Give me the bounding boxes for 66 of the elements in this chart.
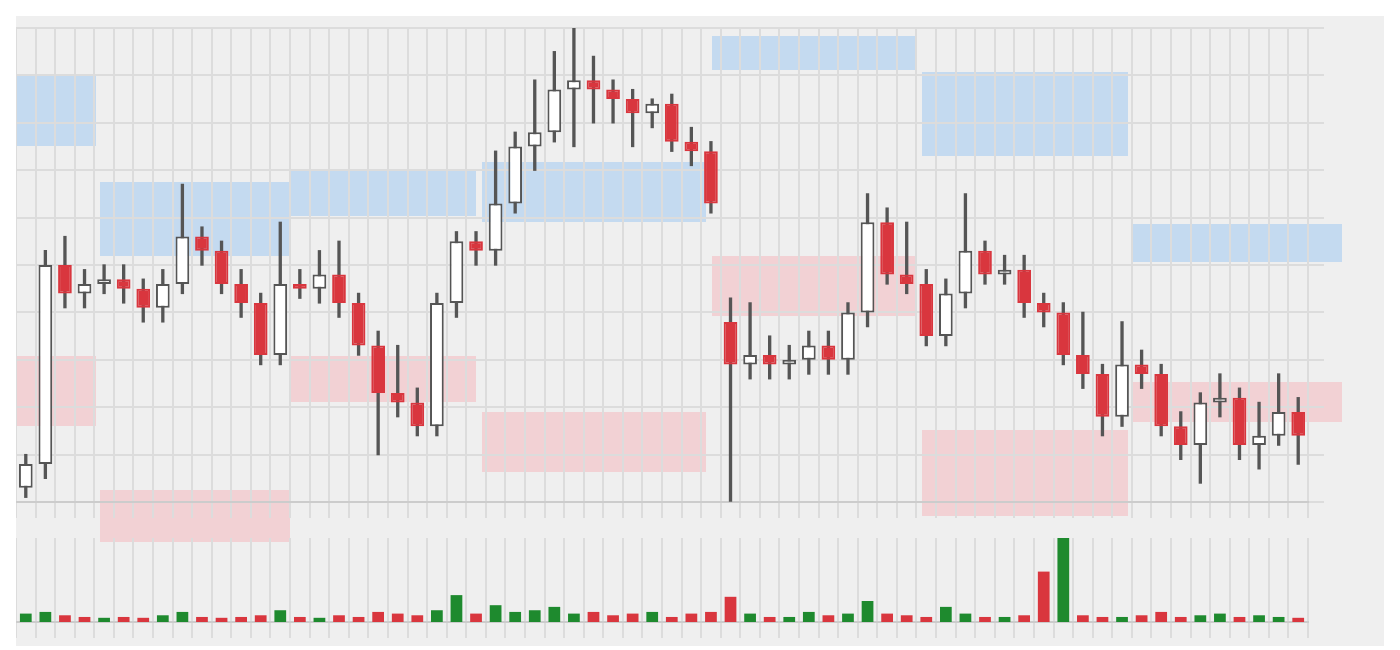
- bar: [548, 606, 561, 622]
- bar: [117, 616, 130, 622]
- bar: [646, 611, 659, 622]
- candlestick: [567, 28, 581, 148]
- bar: [920, 616, 933, 622]
- bar: [528, 610, 541, 622]
- bar: [176, 611, 189, 622]
- bar: [1018, 615, 1031, 622]
- bar: [333, 615, 345, 622]
- bar: [470, 613, 482, 622]
- bar: [685, 613, 698, 622]
- bar: [705, 611, 717, 622]
- candlestick: [97, 264, 111, 295]
- bar: [293, 616, 306, 622]
- bar: [1253, 615, 1265, 622]
- bar: [568, 613, 580, 622]
- candlestick: [293, 269, 307, 299]
- bar: [1077, 615, 1089, 622]
- bar: [881, 613, 893, 622]
- bar: [842, 613, 854, 622]
- bar: [1096, 616, 1109, 622]
- bar: [1116, 616, 1128, 622]
- bar: [1214, 613, 1226, 622]
- bar: [372, 611, 385, 622]
- bar: [1174, 616, 1187, 622]
- bar: [489, 605, 502, 622]
- bar: [587, 611, 600, 622]
- bar: [235, 616, 247, 622]
- bar: [39, 611, 52, 622]
- bar: [352, 616, 365, 622]
- bar: [1233, 616, 1246, 622]
- bar: [939, 606, 952, 622]
- bar: [509, 611, 522, 622]
- bar: [665, 616, 678, 622]
- bar: [998, 616, 1011, 622]
- candlestick: [606, 79, 620, 124]
- bar: [900, 615, 913, 622]
- candlestick: [743, 302, 757, 380]
- bar: [861, 601, 874, 622]
- bar: [274, 610, 287, 622]
- bar: [763, 616, 776, 622]
- bar: [254, 615, 267, 622]
- candlestick: [1252, 401, 1266, 470]
- bar: [431, 610, 443, 622]
- bar: [1135, 615, 1148, 622]
- candlestick: [1076, 311, 1090, 389]
- bar: [744, 613, 756, 622]
- bar: [19, 613, 32, 622]
- bar: [59, 615, 71, 622]
- bar: [450, 595, 463, 622]
- bar: [411, 615, 424, 622]
- bar: [196, 616, 208, 622]
- bar: [626, 613, 639, 622]
- bar: [724, 596, 737, 622]
- bar: [391, 613, 404, 622]
- bar: [802, 611, 815, 622]
- bar: [783, 616, 796, 622]
- bar: [1155, 611, 1168, 622]
- bar: [822, 615, 835, 622]
- bar: [1037, 571, 1050, 622]
- bar: [78, 616, 91, 622]
- bar: [156, 615, 169, 622]
- bar: [1194, 615, 1207, 622]
- bar: [607, 615, 619, 622]
- bar: [1272, 616, 1285, 622]
- bar: [979, 616, 991, 622]
